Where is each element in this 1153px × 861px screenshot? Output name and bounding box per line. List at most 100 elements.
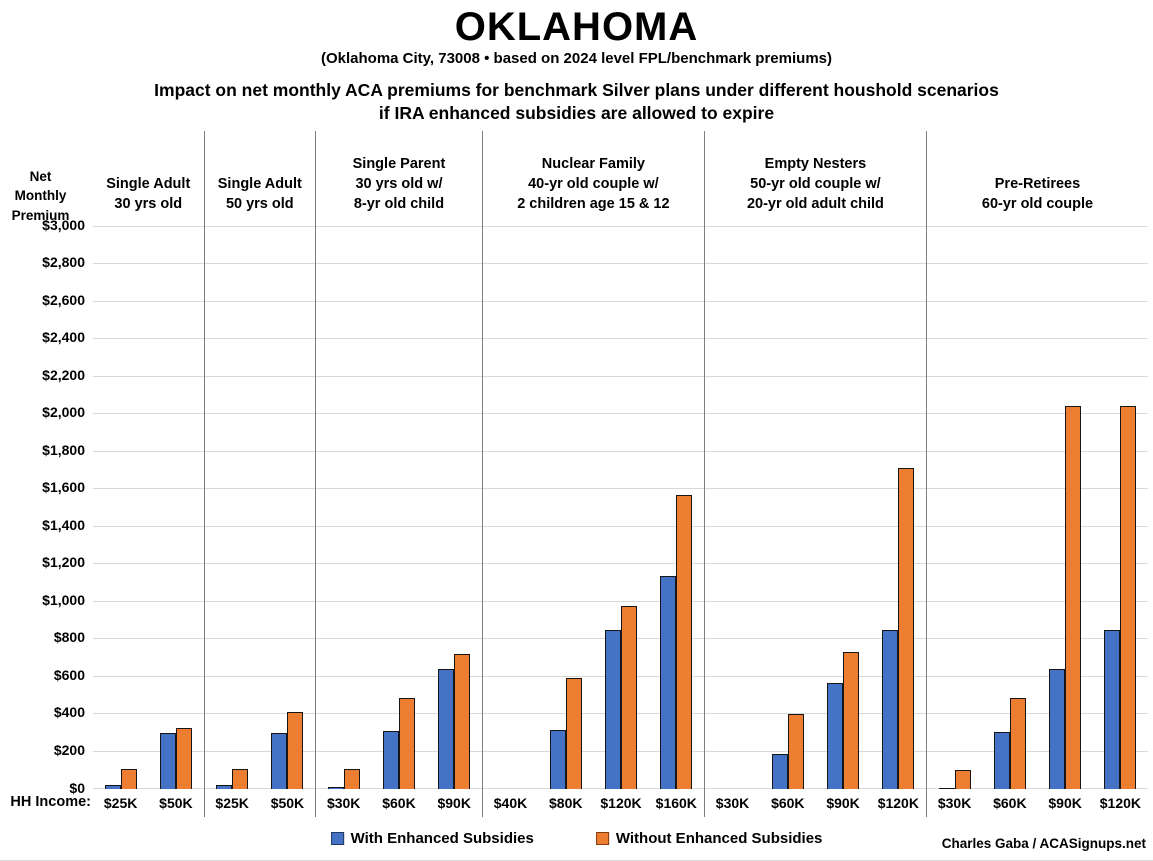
gridline [482,675,704,677]
scenario-group: Single Adult 50 yrs old $25K $50K [203,130,316,817]
gridline [316,375,482,377]
bar-without-enhanced [120,768,137,789]
gridline [93,450,204,452]
bar-without-enhanced [843,651,860,789]
bar-with-enhanced [827,682,844,789]
bar-pair [382,697,415,789]
gridline [704,675,926,677]
bar-slot [1093,226,1148,789]
gridline [926,300,1148,302]
bar-slots [705,226,926,789]
y-axis-title-line: Net [29,168,52,184]
bar-pair [660,494,693,789]
scenario-group-header-line: Single Parent [352,155,446,172]
bar-pair [1049,405,1082,789]
gridline [926,450,1148,452]
gridline [704,750,926,752]
scenario-group-plot [926,225,1148,789]
bar-slot [316,226,371,789]
y-tick-label: $1,600 [42,479,85,496]
gridline [704,300,926,302]
bar-without-enhanced [1009,697,1026,789]
gridline [93,375,204,377]
bar-pair [438,654,471,789]
bar-pair [327,768,360,789]
y-tick-label: $2,600 [42,291,85,308]
gridline [204,225,316,227]
scenario-group-header-line: Empty Nesters [764,155,867,172]
income-label: $25K [215,794,249,811]
gridline [926,750,1148,752]
gridline [316,300,482,302]
bar-without-enhanced [175,728,192,789]
gridline [316,450,482,452]
chart-groups: Single Adult 30 yrs old $25K $50K Single Adu… [93,130,1148,817]
scenario-group-header: Nuclear Family 40-yr old couple w/2 child… [483,131,704,226]
bar-slot [927,226,982,789]
gridline [704,413,926,415]
bar-pair [271,711,304,789]
gridline [93,413,204,415]
gridline [204,563,316,565]
scenario-group-header: Single Adult 50 yrs old [205,131,316,226]
bar-slot [483,226,538,789]
bar-slot [148,226,203,789]
gridline [926,563,1148,565]
bar-slot [815,226,870,789]
scenario-group-header-line: Single Adult [217,175,302,192]
scenario-group-plot [316,225,482,789]
gridline [482,563,704,565]
gridline [926,263,1148,265]
gridline [926,338,1148,340]
gridline [316,600,482,602]
gridline [204,713,316,715]
gridline [204,488,316,490]
y-axis: Net Monthly Premium HH Income: $3,000 $2,80… [0,131,93,817]
bar-with-enhanced [771,753,788,789]
scenario-group: Single Parent 30 yrs old w/8-yr old child… [315,130,482,817]
gridline [316,225,482,227]
gridline [204,675,316,677]
gridline [704,713,926,715]
gridline [704,450,926,452]
bar-slot [371,226,426,789]
scenario-group-header-line: 30 yrs old w/ [355,175,443,192]
gridline [926,225,1148,227]
income-label: $90K [826,794,860,811]
gridline [204,750,316,752]
bar-slots [93,226,204,789]
gridline [204,300,316,302]
scenario-group-header: Single Adult 30 yrs old [93,131,204,226]
scenario-group-plot [482,225,704,789]
gridline [93,750,204,752]
gridline [204,413,316,415]
gridline [926,525,1148,527]
income-label: $80K [549,794,583,811]
bar-with-enhanced [216,784,233,789]
gridline [204,450,316,452]
bar-without-enhanced [565,677,582,789]
scenario-group-plot [93,225,204,789]
income-label: $160K [655,794,697,811]
income-label: $40K [493,794,528,811]
y-tick-label: $2,800 [42,254,85,271]
gridline [704,787,926,789]
income-label: $60K [771,794,805,811]
gridline [204,638,316,640]
bar-with-enhanced [882,629,899,789]
bar-slot [982,226,1037,789]
bar-with-enhanced [549,730,566,789]
bar-without-enhanced [1120,405,1137,789]
gridline [482,750,704,752]
gridline [926,675,1148,677]
bar-with-enhanced [605,629,622,789]
gridline [316,263,482,265]
chart-legend: With Enhanced Subsidies Without Enhanced … [330,830,822,847]
bar-without-enhanced [398,697,415,789]
gridline [93,787,204,789]
bar-slot [427,226,482,789]
gridline [316,563,482,565]
bar-with-enhanced [938,787,955,789]
scenario-group-header-line: 8-yr old child [353,196,445,213]
gridline [316,638,482,640]
